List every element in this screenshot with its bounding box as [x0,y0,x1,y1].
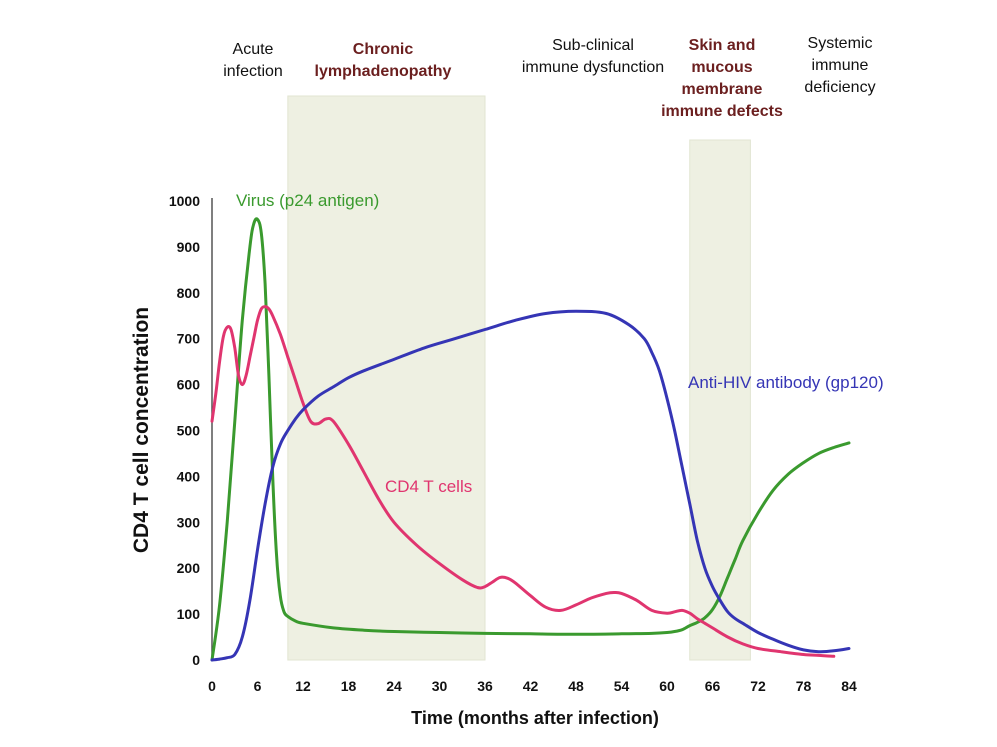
x-tick-label: 18 [341,678,357,694]
phase-labels: Acute infection Chronic lymphadenopathy Sub-… [223,35,875,120]
shaded-band-1 [287,95,486,661]
y-tick-label: 100 [177,606,201,622]
shaded-band-2 [689,139,751,661]
phase-label-3: Sub-clinical immune dysfunction [522,37,664,76]
x-tick-label: 84 [841,678,857,694]
y-tick-label: 600 [177,377,201,393]
y-tick-label: 900 [177,239,201,255]
phase-label-line: Skin and [689,37,756,54]
phase-label-line: mucous [691,59,752,76]
y-tick-label: 1000 [169,193,200,209]
y-tick-label: 0 [192,652,200,668]
x-tick-label: 36 [477,678,493,694]
x-tick-label: 30 [432,678,448,694]
phase-label-line: Systemic [808,35,873,52]
x-tick-label: 24 [386,678,402,694]
phase-label-line: immune defects [661,103,783,120]
x-tick-labels: 0 6 12 18 24 30 36 42 48 54 60 66 72 78 84 [208,678,857,694]
phase-label-line: lymphadenopathy [315,63,452,80]
phase-label-4: Skin and mucous membrane immune defects [661,37,783,120]
y-tick-label: 800 [177,285,201,301]
phase-label-1: Acute infection [223,41,283,80]
x-tick-label: 72 [750,678,766,694]
y-tick-label: 300 [177,514,201,530]
x-tick-label: 0 [208,678,216,694]
y-tick-label: 700 [177,331,201,347]
y-tick-label: 400 [177,468,201,484]
series-line-virus [210,217,851,662]
series-line-antibody [210,309,851,662]
x-tick-label: 78 [796,678,812,694]
y-axis-title: CD4 T cell concentration [130,307,153,553]
series-line-cd4 [210,305,836,658]
x-tick-label: 60 [659,678,675,694]
series-label-virus: Virus (p24 antigen) [236,191,379,210]
x-tick-label: 66 [705,678,721,694]
phase-label-line: Sub-clinical [552,37,634,54]
y-tick-label: 500 [177,423,201,439]
x-axis-title: Time (months after infection) [411,708,659,728]
series-label-antibody: Anti-HIV antibody (gp120) [688,373,884,392]
phase-label-line: immune [812,57,869,74]
x-tick-label: 54 [614,678,630,694]
series-label-cd4: CD4 T cells [385,477,472,496]
x-tick-label: 6 [254,678,262,694]
phase-label-line: Acute [233,41,274,58]
series-lines [210,217,851,662]
phase-label-line: immune dysfunction [522,59,664,76]
shaded-bands [287,95,751,661]
phase-label-5: Systemic immune deficiency [804,35,875,96]
phase-label-2: Chronic lymphadenopathy [315,41,452,80]
x-tick-label: 42 [523,678,539,694]
phase-label-line: deficiency [804,79,875,96]
phase-label-line: infection [223,63,283,80]
x-tick-label: 12 [295,678,311,694]
x-tick-label: 48 [568,678,584,694]
phase-label-line: Chronic [353,41,414,58]
y-tick-labels: 0 100 200 300 400 500 600 700 800 900 1000 [169,193,200,668]
phase-label-line: membrane [682,81,763,98]
y-tick-label: 200 [177,560,201,576]
